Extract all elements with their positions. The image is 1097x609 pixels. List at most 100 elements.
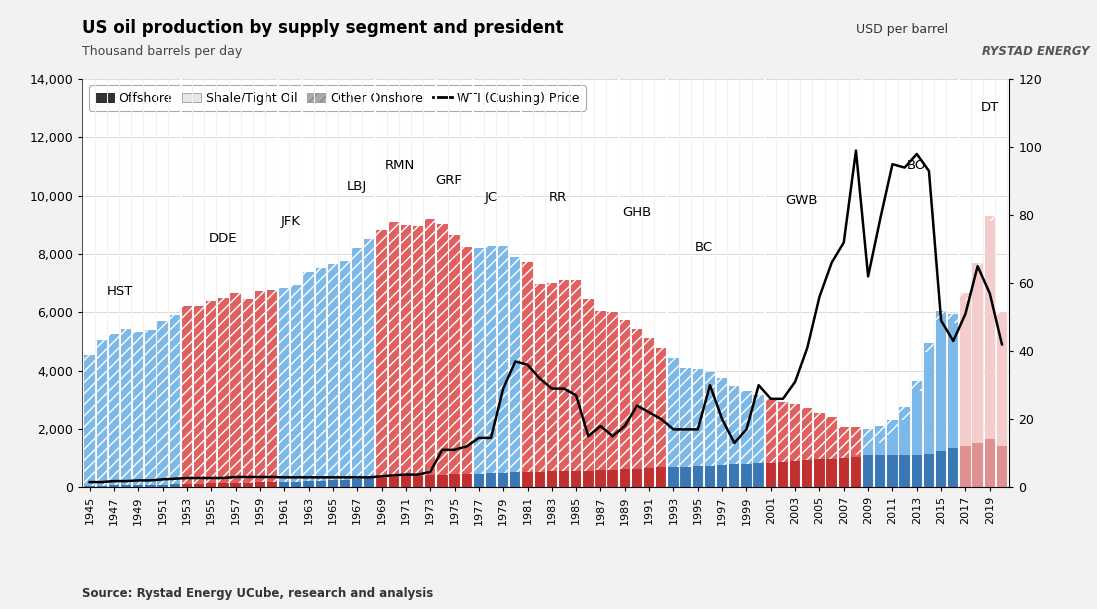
Bar <box>182 484 192 487</box>
Legend: Offshore, Shale/Tight Oil, Other Onshore, WTI (Cushing) Price: Offshore, Shale/Tight Oil, Other Onshore… <box>89 85 586 111</box>
Bar <box>498 473 508 487</box>
Bar <box>316 481 326 487</box>
Bar <box>558 280 569 487</box>
Bar <box>838 458 849 487</box>
Bar <box>546 471 557 487</box>
Bar <box>522 472 533 487</box>
Bar <box>997 312 1007 487</box>
Bar <box>608 312 618 487</box>
Bar <box>364 239 374 487</box>
Bar <box>121 485 132 487</box>
Text: BO: BO <box>907 160 927 172</box>
Bar <box>340 480 350 487</box>
Text: BC: BC <box>694 241 713 254</box>
Bar <box>145 331 156 487</box>
Bar <box>754 463 764 487</box>
Bar <box>133 485 144 487</box>
Bar <box>450 474 460 487</box>
Bar <box>680 466 691 487</box>
Bar <box>912 455 921 487</box>
Bar <box>620 320 630 487</box>
Bar <box>778 402 788 487</box>
Bar <box>730 465 739 487</box>
Bar <box>462 474 472 487</box>
Bar <box>498 246 508 487</box>
Bar <box>157 485 168 487</box>
Bar <box>826 459 837 487</box>
Bar <box>133 332 144 487</box>
Bar <box>84 486 94 487</box>
Bar <box>291 482 302 487</box>
Bar <box>875 426 885 487</box>
Bar <box>680 466 691 487</box>
Bar <box>887 435 897 487</box>
Bar <box>109 485 120 487</box>
Bar <box>924 351 935 487</box>
Bar <box>388 222 399 487</box>
Text: LBJ: LBJ <box>347 180 367 193</box>
Bar <box>717 465 727 487</box>
Text: Source: Rystad Energy UCube, research and analysis: Source: Rystad Energy UCube, research an… <box>82 587 433 600</box>
Bar <box>644 338 654 487</box>
Bar <box>328 481 338 487</box>
Bar <box>364 479 374 487</box>
Bar <box>438 474 448 487</box>
Bar <box>620 469 630 487</box>
Bar <box>717 378 727 487</box>
Bar <box>632 468 642 487</box>
Bar <box>255 482 265 487</box>
Bar <box>851 457 861 487</box>
Text: JFK: JFK <box>281 215 301 228</box>
Text: GHB: GHB <box>622 206 652 219</box>
Bar <box>887 420 897 487</box>
Bar <box>328 481 338 487</box>
Bar <box>948 323 959 487</box>
Bar <box>972 443 983 487</box>
Text: RR: RR <box>548 191 567 205</box>
Bar <box>255 482 265 487</box>
Text: DDE: DDE <box>210 232 238 245</box>
Bar <box>802 460 813 487</box>
Bar <box>400 476 411 487</box>
Text: HST: HST <box>106 285 133 298</box>
Bar <box>668 358 679 487</box>
Bar <box>912 381 921 487</box>
Bar <box>875 455 885 487</box>
Bar <box>863 429 873 487</box>
Bar <box>145 485 156 487</box>
Bar <box>778 462 788 487</box>
Bar <box>608 470 618 487</box>
Bar <box>510 473 520 487</box>
Bar <box>863 449 873 487</box>
Bar <box>680 368 691 487</box>
Bar <box>218 298 228 487</box>
Bar <box>997 315 1007 487</box>
Bar <box>194 484 204 487</box>
Bar <box>656 467 667 487</box>
Bar <box>754 395 764 487</box>
Bar <box>814 459 825 487</box>
Bar <box>328 264 338 487</box>
Bar <box>438 474 448 487</box>
Bar <box>900 420 909 487</box>
Text: US oil production by supply segment and president: US oil production by supply segment and … <box>82 19 564 38</box>
Bar <box>267 290 278 487</box>
Bar <box>206 484 216 487</box>
Bar <box>121 485 132 487</box>
Bar <box>412 476 423 487</box>
Bar <box>522 472 533 487</box>
Bar <box>692 368 703 487</box>
Bar <box>960 294 971 487</box>
Bar <box>912 391 921 487</box>
Bar <box>826 459 837 487</box>
Bar <box>340 480 350 487</box>
Bar <box>558 471 569 487</box>
Bar <box>291 482 302 487</box>
Bar <box>316 481 326 487</box>
Bar <box>692 466 703 487</box>
Bar <box>838 428 849 487</box>
Bar <box>572 471 581 487</box>
Bar <box>875 443 885 487</box>
Bar <box>97 485 106 487</box>
Bar <box>900 407 909 487</box>
